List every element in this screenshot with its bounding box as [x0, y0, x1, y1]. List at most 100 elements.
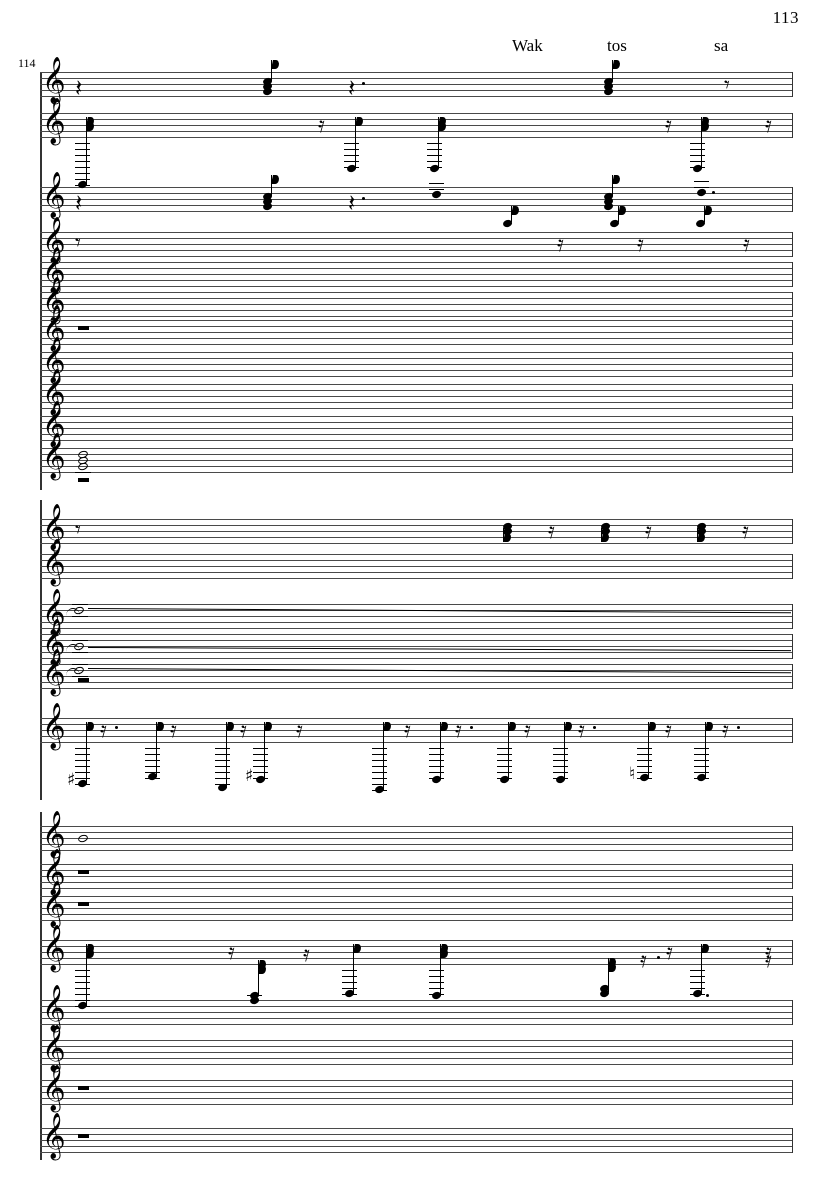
- staff-lines: [40, 384, 793, 409]
- staff-lines: [40, 416, 793, 441]
- sixteenth-rest: 𝄿: [743, 232, 750, 257]
- note-stem: [440, 722, 442, 780]
- sixteenth-rest: 𝄿: [303, 942, 310, 967]
- barline: [792, 1080, 793, 1105]
- ledger-line: [553, 772, 568, 774]
- note-stem: [612, 60, 614, 81]
- sixteenth-rest: 𝄿: [765, 113, 772, 138]
- whole-rest: [78, 678, 89, 682]
- augmentation-dot: [737, 726, 740, 729]
- whole-rest: [78, 478, 89, 482]
- quarter-rest: 𝄽: [75, 189, 83, 217]
- ledger-line: [372, 754, 387, 756]
- barline: [792, 113, 793, 138]
- barline: [792, 320, 793, 345]
- ledger-line: [75, 748, 90, 750]
- accidental-sharp: ♯: [67, 770, 76, 790]
- ledger-line: [75, 1006, 90, 1008]
- barline: [792, 416, 793, 441]
- page-number: 113: [772, 8, 799, 27]
- ledger-line: [427, 155, 442, 157]
- ledger-line: [497, 760, 512, 762]
- eighth-rest: 𝄾: [724, 73, 730, 98]
- note-flag: [608, 963, 617, 972]
- sixteenth-rest: 𝄿: [765, 940, 772, 965]
- ledger-line: [637, 748, 652, 750]
- ledger-line: [497, 778, 512, 780]
- augmentation-dot: [706, 994, 709, 997]
- ledger-line: [75, 167, 90, 169]
- staff-lines: [40, 718, 793, 743]
- ledger-line: [429, 772, 444, 774]
- ledger-line: [429, 183, 444, 185]
- sixteenth-rest: 𝄿: [666, 940, 673, 965]
- ledger-line: [342, 982, 357, 984]
- staff-empty-7: 𝄞: [40, 1028, 793, 1068]
- ledger-line: [429, 760, 444, 762]
- staff-lines: [40, 826, 793, 851]
- ledger-line: [694, 778, 709, 780]
- ledger-line: [75, 185, 90, 187]
- ledger-line: [145, 754, 160, 756]
- ledger-line: [75, 988, 90, 990]
- ledger-line: [372, 790, 387, 792]
- ledger-line: [427, 143, 442, 145]
- staff-lines: [40, 1080, 793, 1105]
- staff-lines: [40, 1040, 793, 1065]
- staff-lines: [40, 1128, 793, 1153]
- staff-lines: [40, 940, 793, 965]
- note-stem: [705, 722, 707, 778]
- ledger-line: [344, 167, 359, 169]
- staff-chord-whole: 𝄞: [40, 436, 793, 476]
- ledger-line: [694, 748, 709, 750]
- staff-lines: [40, 352, 793, 377]
- ledger-line: [553, 778, 568, 780]
- ledger-line: [429, 994, 444, 996]
- sixteenth-rest: 𝄿: [637, 232, 644, 257]
- note-stem: [86, 944, 88, 1006]
- augmentation-dot: [115, 726, 118, 729]
- staff-whole-rest-5: 𝄞: [40, 1116, 793, 1156]
- whole-rest: [78, 326, 89, 330]
- barline: [792, 1040, 793, 1065]
- ledger-line: [694, 181, 709, 183]
- sixteenth-rest: 𝄿: [228, 940, 235, 965]
- lyric-syllable-1: Wak: [512, 36, 543, 55]
- barline: [792, 292, 793, 317]
- note-stem: [353, 944, 355, 994]
- ledger-line: [253, 760, 268, 762]
- ledger-line: [637, 754, 652, 756]
- augmentation-dot: [593, 726, 596, 729]
- staff-whole-rest-4: 𝄞: [40, 1068, 793, 1108]
- ledger-line: [75, 970, 90, 972]
- measure-number: 114: [18, 56, 36, 70]
- staff-whole-rest-3: 𝄞: [40, 884, 793, 924]
- tie-curve: [66, 668, 80, 676]
- ledger-line: [690, 982, 705, 984]
- barline: [792, 940, 793, 965]
- augmentation-dot: [362, 197, 365, 200]
- barline: [792, 519, 793, 544]
- staff-sixteenth-run: 𝄞: [40, 507, 793, 547]
- eighth-rest: 𝄾: [75, 518, 81, 543]
- ledger-line: [72, 640, 88, 642]
- ledger-line: [690, 155, 705, 157]
- sixteenth-rest: 𝄿: [765, 948, 772, 973]
- barline: [792, 448, 793, 473]
- note-flag: [612, 175, 621, 184]
- sixteenth-rest: 𝄿: [557, 232, 564, 257]
- note-flag: [704, 206, 713, 215]
- note-stem: [648, 722, 650, 778]
- barline: [792, 262, 793, 287]
- staff-lines: [40, 896, 793, 921]
- tie-curve: [66, 608, 80, 616]
- staff-voice-3: 𝄞: [40, 175, 793, 215]
- sixteenth-rest: 𝄿: [318, 113, 325, 138]
- staff-lines: [40, 187, 793, 212]
- note-stem: [383, 722, 385, 790]
- staff-lines: [40, 320, 793, 345]
- ledger-line: [690, 161, 705, 163]
- staff-lines: [40, 554, 793, 579]
- barline: [792, 554, 793, 579]
- ledger-line: [694, 772, 709, 774]
